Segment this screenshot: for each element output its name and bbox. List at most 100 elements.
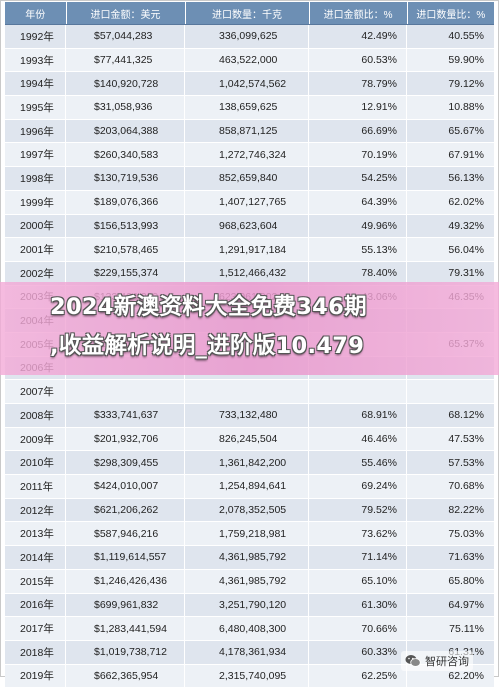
table-row: 2010年 $298,309,455 1,361,842,200 55.46% 57.5… — [5, 451, 494, 476]
table-row: 2017年 $1,283,441,594 6,480,408,300 70.66% 75… — [5, 617, 494, 641]
import-amount-cell: $424,010,007 — [66, 475, 185, 498]
import-quantity-cell: 826,245,504 — [185, 427, 309, 451]
import-amount-cell: $229,155,374 — [66, 261, 185, 285]
import-amount-cell: $203,064,388 — [66, 119, 185, 143]
amount-ratio-cell: 70.66% — [309, 617, 407, 640]
year-cell: 2015年 — [5, 569, 66, 593]
year-cell: 1995年 — [5, 96, 66, 119]
quantity-ratio-cell: 67.91% — [448, 148, 484, 161]
import-quantity-cell: 1,512,466,432 — [185, 261, 309, 285]
table-row: 1996年 $203,064,388 858,871,125 66.69% 65.67% — [5, 119, 494, 144]
amount-ratio-cell: 70.19% — [309, 143, 407, 167]
import-quantity-cell: 6,480,408,300 — [185, 617, 309, 640]
quantity-ratio-cell — [407, 380, 494, 403]
import-quantity-cell: 1,042,574,562 — [185, 72, 309, 96]
amount-ratio-cell: 42.49% — [309, 25, 407, 48]
import-amount-cell: $260,340,583 — [66, 143, 185, 167]
import-amount-cell: $130,719,536 — [66, 167, 185, 190]
table-row: 2007年 — [5, 380, 494, 404]
year-cell: 2019年 — [5, 664, 66, 688]
year-cell: 2011年 — [5, 475, 66, 498]
wechat-icon — [405, 655, 421, 667]
quantity-ratio-cell: 68.12% — [448, 409, 484, 422]
import-quantity-cell: 3,251,790,120 — [185, 593, 309, 617]
import-amount-cell: $1,283,441,594 — [66, 617, 185, 640]
amount-ratio-cell: 61.30% — [309, 593, 407, 617]
quantity-ratio-cell: 65.67% — [448, 125, 484, 138]
table-row: 1998年 $130,719,536 852,659,840 54.25% 56.13% — [5, 167, 494, 191]
year-cell: 1994年 — [5, 72, 66, 96]
amount-ratio-cell: 68.91% — [309, 404, 407, 427]
column-header-quantity-ratio: 进口数量比：% — [416, 9, 486, 21]
amount-ratio-cell: 69.24% — [309, 475, 407, 498]
import-amount-cell: $140,920,728 — [66, 72, 185, 96]
amount-ratio-cell: 46.46% — [309, 427, 407, 451]
table-row: 2009年 $201,932,706 826,245,504 46.46% 47.53% — [5, 427, 494, 452]
import-quantity-cell: 1,291,917,184 — [185, 238, 309, 261]
year-cell: 2007年 — [5, 380, 66, 403]
import-amount-cell: $621,206,262 — [66, 498, 185, 522]
import-amount-cell: $1,246,426,436 — [66, 569, 185, 593]
import-amount-cell: $699,961,832 — [66, 593, 185, 617]
amount-ratio-cell: 49.96% — [309, 214, 407, 238]
amount-ratio-cell: 78.79% — [309, 72, 407, 96]
quantity-ratio-cell: 59.90% — [448, 54, 484, 67]
year-cell: 1999年 — [5, 190, 66, 214]
table-row: 2011年 $424,010,007 1,254,894,641 69.24% 70.6… — [5, 475, 494, 499]
quantity-ratio-cell: 47.53% — [448, 433, 484, 446]
table-row: 1997年 $260,340,583 1,272,746,324 70.19% 67.9… — [5, 143, 494, 168]
amount-ratio-cell: 73.62% — [309, 522, 407, 546]
overlay-banner: 2024新澳资料大全免费346期 ,收益解析说明_进阶版10.479 — [0, 282, 499, 375]
year-cell: 2017年 — [5, 617, 66, 640]
quantity-ratio-cell: 56.04% — [448, 243, 484, 256]
year-cell: 2014年 — [5, 546, 66, 569]
import-amount-cell: $662,365,954 — [66, 664, 185, 688]
year-cell: 2001年 — [5, 238, 66, 261]
table-row: 2008年 $333,741,637 733,132,480 68.91% 68.12% — [5, 404, 494, 428]
table-row: 1992年 $57,044,283 336,099,625 42.49% 40.55% — [5, 25, 494, 49]
import-quantity-cell: 852,659,840 — [185, 167, 309, 190]
import-quantity-cell: 2,078,352,505 — [185, 498, 309, 522]
quantity-ratio-cell: 56.13% — [448, 172, 484, 185]
amount-ratio-cell: 65.10% — [309, 569, 407, 593]
table-row: 1993年 $77,441,325 463,522,000 60.53% 59.90% — [5, 48, 494, 73]
column-header-import-amount: 进口金额：美元 — [67, 2, 186, 24]
import-quantity-cell: 1,272,746,324 — [185, 143, 309, 167]
import-quantity-cell: 733,132,480 — [185, 404, 309, 427]
amount-ratio-cell: 62.25% — [309, 664, 407, 688]
import-quantity-cell: 4,361,985,792 — [185, 546, 309, 569]
quantity-ratio-cell: 65.80% — [448, 575, 484, 588]
year-cell: 2000年 — [5, 214, 66, 238]
import-amount-cell: $189,076,366 — [66, 190, 185, 214]
import-quantity-cell: 336,099,625 — [185, 25, 309, 48]
watermark-text: 智研咨询 — [425, 656, 469, 668]
import-quantity-cell: 4,361,985,792 — [185, 569, 309, 593]
import-quantity-cell: 138,659,625 — [185, 96, 309, 119]
table-row: 1994年 $140,920,728 1,042,574,562 78.79% 79.1… — [5, 72, 494, 97]
import-amount-cell: $201,932,706 — [66, 427, 185, 451]
year-cell: 1997年 — [5, 143, 66, 167]
table-header: 年份 进口金额：美元 进口数量：千克 进口金额比：% 进口数量比：% — [5, 2, 494, 25]
import-amount-cell: $333,741,637 — [66, 404, 185, 427]
import-quantity-cell: 858,871,125 — [185, 119, 309, 143]
year-cell: 2012年 — [5, 498, 66, 522]
year-cell: 2009年 — [5, 427, 66, 451]
year-cell: 2002年 — [5, 261, 66, 285]
import-amount-cell: $77,441,325 — [66, 48, 185, 72]
amount-ratio-cell: 12.91% — [309, 96, 407, 119]
import-amount-cell: $298,309,455 — [66, 451, 185, 475]
quantity-ratio-cell: 71.63% — [448, 551, 484, 564]
amount-ratio-cell: 55.13% — [309, 238, 407, 261]
year-cell: 2010年 — [5, 451, 66, 475]
amount-ratio-cell: 64.39% — [309, 190, 407, 214]
import-quantity-cell: 1,254,894,641 — [185, 475, 309, 498]
import-quantity-cell: 1,361,842,200 — [185, 451, 309, 475]
amount-ratio-cell: 60.53% — [309, 48, 407, 72]
year-cell: 1992年 — [5, 25, 66, 48]
import-amount-cell: $1,119,614,557 — [66, 546, 185, 569]
column-header-amount-ratio: 进口金额比：% — [310, 2, 408, 24]
import-amount-cell: $57,044,283 — [66, 25, 185, 48]
column-header-year: 年份 — [5, 2, 67, 24]
import-quantity-cell: 1,407,127,765 — [185, 190, 309, 214]
amount-ratio-cell: 60.33% — [309, 640, 407, 664]
